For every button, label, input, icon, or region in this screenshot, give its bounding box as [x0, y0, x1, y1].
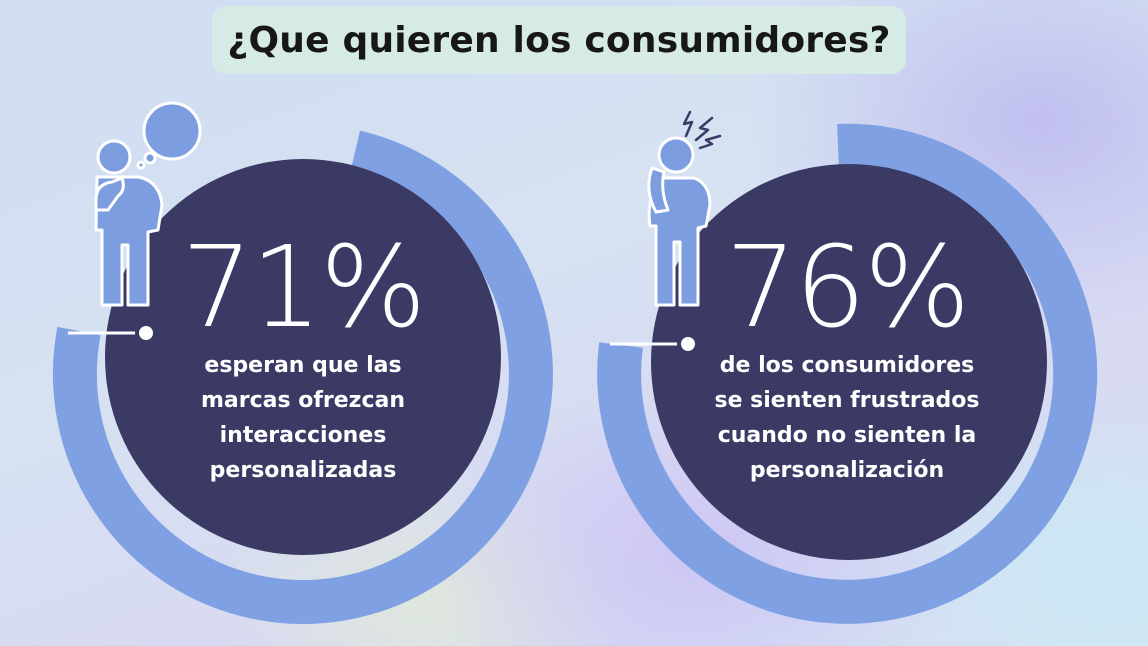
stat-line: personalizadas	[209, 458, 397, 483]
stat-line: se sienten frustrados	[714, 388, 980, 413]
lightning-icon	[682, 110, 722, 150]
speech-bubble-icon	[136, 101, 202, 170]
stat-value-76: 76%	[725, 223, 971, 353]
stat-disc-71	[105, 159, 501, 555]
page-title: ¿Que quieren los consumidores?	[227, 19, 891, 61]
frustrated-person-icon	[647, 136, 712, 307]
stat-line: cuando no sienten la	[717, 423, 977, 448]
stat-71-graphic	[52, 130, 553, 624]
stat-value-71: 71%	[181, 223, 427, 353]
stat-76-graphic	[597, 123, 1098, 624]
stat-description-71: esperan que las marcas ofrezcan interacc…	[160, 348, 446, 488]
stat-line: interacciones	[219, 423, 387, 448]
marker-dot-71	[135, 322, 157, 344]
title-banner: ¿Que quieren los consumidores?	[212, 6, 906, 74]
thinking-person-icon	[94, 139, 164, 307]
stat-disc-76	[651, 164, 1047, 560]
stat-line: marcas ofrezcan	[200, 388, 406, 413]
stat-line: de los consumidores	[719, 353, 975, 378]
stat-line: personalización	[749, 458, 945, 483]
progress-ring-76	[597, 123, 1098, 624]
stat-description-76: de los consumidores se sienten frustrado…	[704, 348, 990, 488]
stat-line: esperan que las	[204, 353, 402, 378]
marker-dot-76	[677, 333, 699, 355]
progress-ring-71	[52, 130, 553, 624]
